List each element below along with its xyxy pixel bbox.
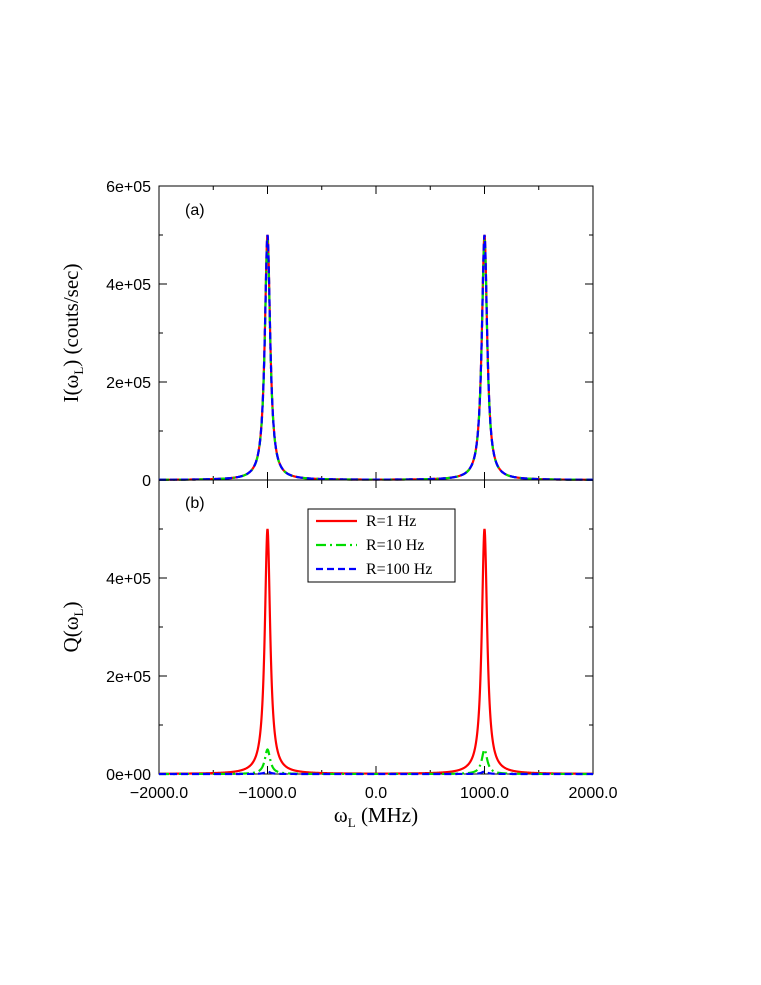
x-axis-title-suffix: (MHz)	[356, 803, 418, 827]
series-line-a-2	[158, 234, 594, 481]
panel-a-y-axis-title: I(ωL) (couts/sec)	[59, 264, 86, 403]
panel-a-label: (a)	[185, 202, 205, 219]
series-line-b-2	[159, 770, 593, 776]
panel-a-y-axis: 0 2e+05 4e+05 6e+05	[106, 179, 593, 490]
panel-b-y-axis-title: Q(ωL)	[59, 602, 86, 653]
y-tick-label: 4e+05	[106, 571, 151, 588]
y-tick-label: 0	[142, 473, 151, 490]
panel-a-series	[158, 234, 594, 481]
legend-label-r10: R=10 Hz	[366, 537, 424, 554]
legend-label-r100: R=100 Hz	[366, 561, 432, 578]
legend-item-r10: R=10 Hz	[316, 537, 424, 554]
y-tick-label: 0e+00	[106, 767, 151, 784]
panel-b-label: (b)	[185, 495, 205, 512]
legend-item-r100: R=100 Hz	[316, 561, 432, 578]
x-axis-title: ωL (MHz)	[334, 803, 418, 830]
x-tick-label: 0.0	[365, 785, 387, 802]
panel-a-y-axis-title-main: I(ω	[59, 375, 83, 403]
panel-b-y-axis-title-main: Q(ω	[59, 616, 83, 652]
panel-b-y-axis: 0e+00 2e+05 4e+05	[106, 479, 593, 784]
x-tick-label: −2000.0	[130, 785, 188, 802]
x-axis-title-main: ω	[334, 803, 348, 827]
y-tick-label: 4e+05	[106, 277, 151, 294]
panel-a: (a) 0 2e+05 4e+05 6e+05 I(ωL) (couts/sec)	[59, 179, 594, 490]
y-tick-label: 6e+05	[106, 179, 151, 196]
legend-item-r1: R=1 Hz	[316, 513, 416, 530]
panel-a-x-ticks	[158, 186, 594, 480]
panel-b-y-axis-title-suffix: )	[59, 602, 83, 609]
x-tick-label: 2000.0	[569, 785, 618, 802]
y-tick-label: 2e+05	[106, 669, 151, 686]
panel-a-y-axis-title-sub: L	[71, 367, 86, 375]
series-line-a-0	[158, 234, 594, 481]
x-tick-label: −1000.0	[238, 785, 296, 802]
legend: R=1 Hz R=10 Hz R=100 Hz	[307, 508, 456, 583]
series-line-a-1	[159, 239, 593, 481]
x-tick-label: 1000.0	[460, 785, 509, 802]
legend-label-r1: R=1 Hz	[366, 513, 416, 530]
panel-b-y-axis-title-sub: L	[71, 608, 86, 616]
panel-a-frame	[158, 185, 594, 481]
panel-b-x-axis: −2000.0 −1000.0 0.0 1000.0 2000.0	[130, 480, 618, 802]
x-axis-title-sub: L	[348, 815, 356, 830]
panel-b: (b) 0e+00 2e+05 4e+05 −2000.0 −1000.0 0.0 100…	[59, 479, 618, 830]
y-tick-label: 2e+05	[106, 375, 151, 392]
panel-a-y-axis-title-suffix: ) (couts/sec)	[59, 264, 83, 367]
panel-b-series	[158, 528, 594, 776]
